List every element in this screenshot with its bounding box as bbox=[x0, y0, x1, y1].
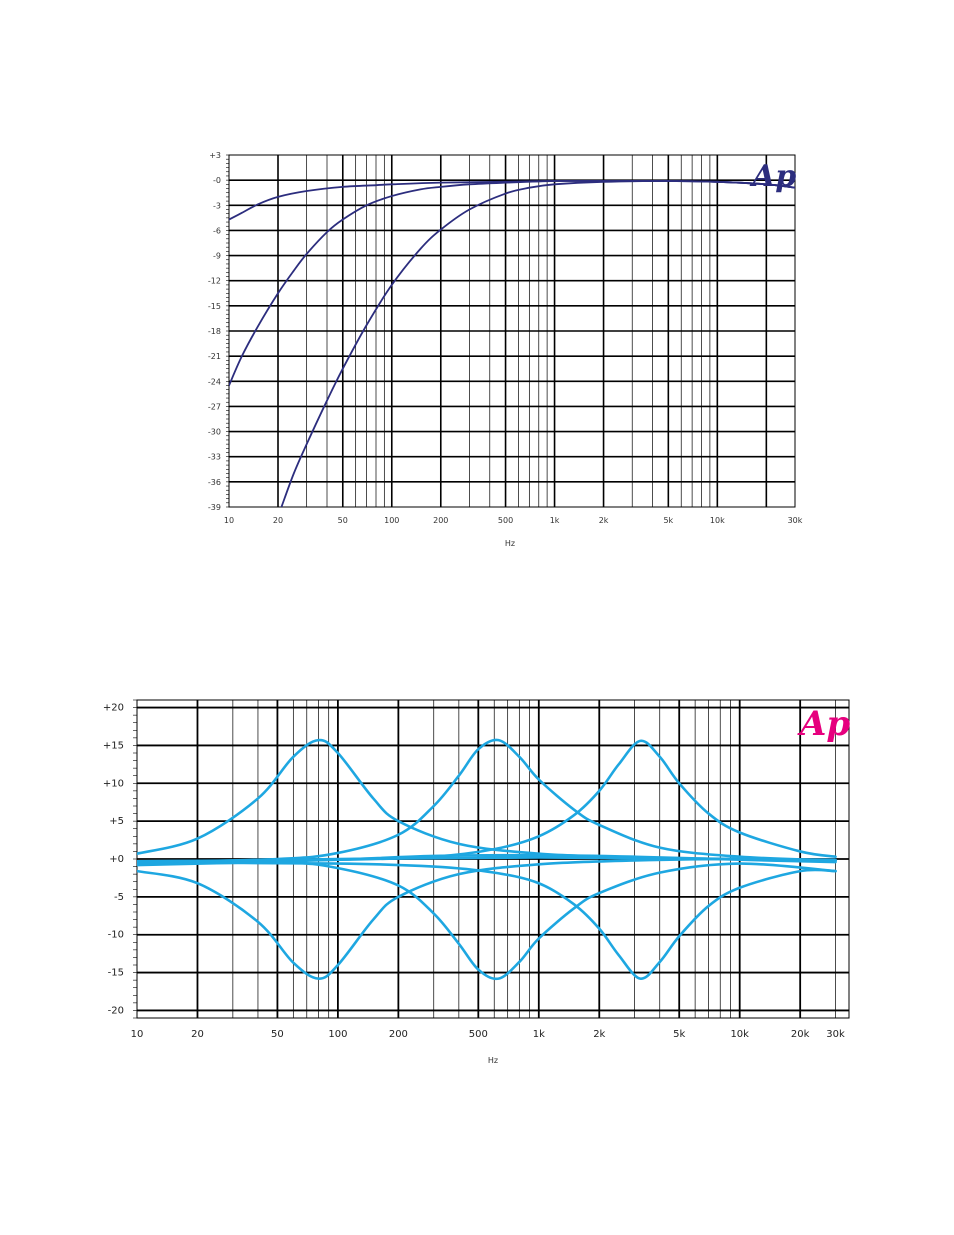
x-tick-label: 10 bbox=[224, 516, 234, 525]
y-tick-label: -0 bbox=[213, 176, 221, 185]
series-line-8 bbox=[137, 853, 837, 867]
x-tick-label: 50 bbox=[271, 1029, 284, 1040]
x-axis-label: Hz bbox=[488, 1056, 498, 1065]
y-tick-label: -30 bbox=[208, 428, 221, 437]
y-tick-label: +20 bbox=[103, 703, 124, 714]
x-tick-label: 100 bbox=[384, 516, 399, 525]
series-line-3 bbox=[280, 180, 795, 507]
x-tick-label: 5k bbox=[673, 1029, 685, 1040]
y-tick-label: +0 bbox=[109, 854, 124, 865]
chart-2: +20 +15 +10 +5 +0 -5 -10 -15 -20 10 20 50 100 200 500 1… bbox=[103, 699, 850, 1065]
y-tick-label: +5 bbox=[109, 816, 124, 827]
y-tick-label: +3 bbox=[209, 151, 221, 160]
x-tick-label: 100 bbox=[328, 1029, 347, 1040]
y-tick-label: +15 bbox=[103, 740, 124, 751]
y-tick-label: -39 bbox=[208, 503, 221, 512]
x-tick-label: 10 bbox=[131, 1029, 144, 1040]
y-tick-label: -20 bbox=[108, 1005, 124, 1016]
ap-logo: Ap bbox=[749, 159, 796, 194]
y-tick-label: -18 bbox=[208, 327, 221, 336]
series-line-2 bbox=[137, 857, 837, 980]
y-tick-label: -15 bbox=[108, 968, 124, 979]
y-tick-label: -15 bbox=[208, 302, 221, 311]
x-tick-label: 20k bbox=[791, 1029, 810, 1040]
y-tick-label: -9 bbox=[213, 252, 221, 261]
y-tick-label: -3 bbox=[213, 201, 221, 210]
x-tick-label: 20 bbox=[191, 1029, 204, 1040]
x-tick-label: 30k bbox=[788, 516, 803, 525]
y-tick-label: -5 bbox=[114, 892, 124, 903]
x-tick-label: 2k bbox=[599, 516, 609, 525]
y-tick-label: -12 bbox=[208, 277, 221, 286]
y-tick-label: -6 bbox=[213, 226, 221, 235]
x-axis-label: Hz bbox=[505, 539, 515, 548]
x-tick-label: 500 bbox=[498, 516, 513, 525]
x-tick-label: 200 bbox=[433, 516, 448, 525]
x-tick-label: 2k bbox=[593, 1029, 605, 1040]
x-tick-label: 20 bbox=[273, 516, 283, 525]
y-tick-label: -24 bbox=[208, 377, 221, 386]
y-tick-label: -21 bbox=[208, 352, 221, 361]
x-tick-label: 5k bbox=[663, 516, 673, 525]
x-tick-label: 10k bbox=[710, 516, 725, 525]
x-tick-label: 50 bbox=[338, 516, 348, 525]
series-line-4 bbox=[137, 859, 837, 981]
y-tick-label: -10 bbox=[108, 930, 124, 941]
x-tick-label: 1k bbox=[550, 516, 560, 525]
x-tick-label: 500 bbox=[469, 1029, 488, 1040]
ap-logo: Ap bbox=[797, 704, 850, 744]
series-line-6 bbox=[137, 861, 837, 980]
x-tick-label: 30k bbox=[826, 1029, 845, 1040]
y-tick-label: -33 bbox=[208, 453, 221, 462]
chart-1: +3 -0 -3 -6 -9 -12 -15 -18 -21 -24 -27 -30 -33 -36 -39… bbox=[208, 151, 803, 548]
y-tick-label: -27 bbox=[208, 402, 221, 411]
series-line-3 bbox=[137, 738, 837, 865]
x-tick-label: 200 bbox=[389, 1029, 408, 1040]
x-tick-label: 10k bbox=[730, 1029, 749, 1040]
y-tick-label: -36 bbox=[208, 478, 221, 487]
x-tick-label: 1k bbox=[533, 1029, 545, 1040]
y-tick-label: +10 bbox=[103, 778, 124, 789]
